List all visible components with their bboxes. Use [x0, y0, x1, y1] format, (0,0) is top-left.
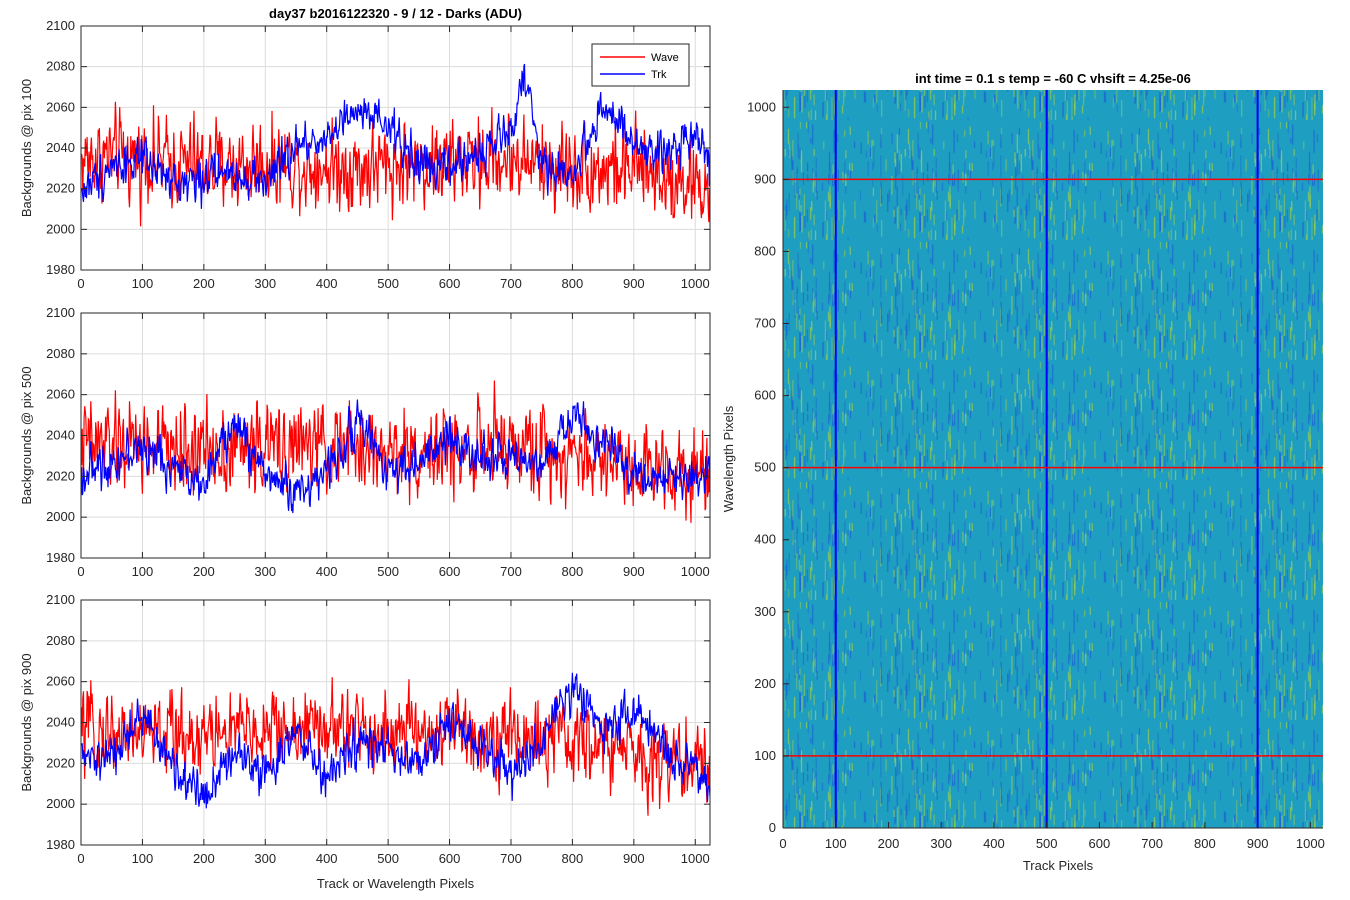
x-tick-label: 700 — [1141, 836, 1163, 851]
x-tick-label: 500 — [1036, 836, 1058, 851]
series-trk-line — [81, 399, 711, 514]
y-tick-label: 2040 — [46, 140, 75, 155]
x-tick-label: 0 — [77, 276, 84, 291]
y-tick-label: 2040 — [46, 715, 75, 730]
y-tick-label: 900 — [754, 171, 776, 186]
y-axis-label: Backgrounds @ pix 100 — [19, 79, 34, 217]
y-tick-label: 300 — [754, 604, 776, 619]
x-tick-label: 600 — [439, 276, 461, 291]
y-tick-label: 1980 — [46, 837, 75, 852]
x-tick-label: 500 — [377, 276, 399, 291]
x-tick-label: 600 — [439, 851, 461, 866]
legend-label-wave: Wave — [651, 52, 679, 64]
y-tick-label: 700 — [754, 316, 776, 331]
heatmap-panel: 0 100 200 300 400 500 600 700 800 900 1000 0 100 200 3… — [721, 71, 1325, 873]
y-axis-label: Backgrounds @ pix 900 — [19, 653, 34, 791]
x-tick-label: 700 — [500, 851, 522, 866]
x-tick-label: 900 — [623, 276, 645, 291]
y-tick-label: 2100 — [46, 18, 75, 33]
y-tick-label: 100 — [754, 748, 776, 763]
x-tick-label: 300 — [930, 836, 952, 851]
legend-box — [591, 43, 690, 87]
x-tick-label: 0 — [77, 564, 84, 579]
line-plot-pix-100: day37 b2016122320 - 9 / 12 - Darks (ADU)… — [19, 6, 711, 291]
y-axis-label: Wavelength Pixels — [721, 405, 736, 512]
x-tick-label: 700 — [500, 564, 522, 579]
y-tick-label: 2020 — [46, 181, 75, 196]
x-tick-label: 800 — [1194, 836, 1216, 851]
y-tick-label: 800 — [754, 243, 776, 258]
x-tick-label: 1000 — [681, 276, 710, 291]
heatmap-image — [783, 90, 1323, 828]
y-tick-label: 2060 — [46, 674, 75, 689]
y-tick-label: 2020 — [46, 468, 75, 483]
x-axis-label: Track Pixels — [1023, 858, 1094, 873]
heatmap-title: int time = 0.1 s temp = -60 C vhsift = 4… — [915, 71, 1191, 86]
x-axis-label: Track or Wavelength Pixels — [317, 876, 475, 891]
x-tick-label: 1000 — [1296, 836, 1325, 851]
series-trk-line — [81, 672, 711, 809]
y-tick-label: 2060 — [46, 387, 75, 402]
x-tick-label: 100 — [132, 564, 154, 579]
y-tick-label: 2100 — [46, 305, 75, 320]
x-tick-label: 300 — [254, 851, 276, 866]
y-axis-label: Backgrounds @ pix 500 — [19, 366, 34, 504]
y-tick-label: 2000 — [46, 509, 75, 524]
y-tick-label: 0 — [769, 820, 776, 835]
x-tick-label: 1000 — [681, 851, 710, 866]
x-tick-label: 600 — [1089, 836, 1111, 851]
x-tick-label: 900 — [1247, 836, 1269, 851]
y-tick-label: 600 — [754, 388, 776, 403]
x-tick-label: 500 — [377, 851, 399, 866]
x-tick-label: 400 — [316, 851, 338, 866]
y-tick-label: 1000 — [747, 99, 776, 114]
y-tick-label: 1980 — [46, 262, 75, 277]
x-tick-label: 400 — [316, 276, 338, 291]
x-tick-label: 1000 — [681, 564, 710, 579]
x-tick-label: 800 — [562, 851, 584, 866]
x-tick-label: 700 — [500, 276, 522, 291]
y-tick-label: 200 — [754, 676, 776, 691]
line-plot-pix-500: 0 100 200 300 400 500 600 700 800 900 1000 1980 2000… — [19, 305, 711, 579]
y-tick-label: 2000 — [46, 221, 75, 236]
figure-title: day37 b2016122320 - 9 / 12 - Darks (ADU) — [269, 6, 522, 21]
y-tick-label: 2080 — [46, 346, 75, 361]
x-tick-label: 0 — [779, 836, 786, 851]
x-tick-label: 400 — [316, 564, 338, 579]
y-tick-label: 2080 — [46, 633, 75, 648]
x-tick-label: 300 — [254, 276, 276, 291]
legend: Wave Trk — [591, 43, 690, 87]
series-wave-line — [81, 101, 711, 227]
x-tick-label: 300 — [254, 564, 276, 579]
y-tick-label: 2100 — [46, 592, 75, 607]
x-tick-label: 200 — [878, 836, 900, 851]
x-tick-label: 100 — [132, 851, 154, 866]
series-trk-line — [81, 63, 711, 209]
x-tick-label: 900 — [623, 851, 645, 866]
x-tick-label: 200 — [193, 851, 215, 866]
y-tick-label: 2080 — [46, 59, 75, 74]
y-tick-label: 500 — [754, 460, 776, 475]
x-tick-label: 900 — [623, 564, 645, 579]
x-tick-label: 800 — [562, 276, 584, 291]
line-plot-pix-900: Track or Wavelength Pixels 0 100 200 300 400… — [19, 592, 711, 891]
x-tick-label: 800 — [562, 564, 584, 579]
y-tick-label: 1980 — [46, 550, 75, 565]
y-tick-label: 2040 — [46, 428, 75, 443]
x-tick-label: 400 — [983, 836, 1005, 851]
x-tick-label: 200 — [193, 564, 215, 579]
x-tick-label: 0 — [77, 851, 84, 866]
y-tick-label: 400 — [754, 532, 776, 547]
x-tick-label: 600 — [439, 564, 461, 579]
y-tick-label: 2000 — [46, 796, 75, 811]
y-tick-label: 2020 — [46, 755, 75, 770]
x-tick-label: 100 — [825, 836, 847, 851]
y-tick-label: 2060 — [46, 99, 75, 114]
x-tick-label: 100 — [132, 276, 154, 291]
legend-label-trk: Trk — [651, 69, 667, 81]
x-tick-label: 500 — [377, 564, 399, 579]
x-tick-label: 200 — [193, 276, 215, 291]
